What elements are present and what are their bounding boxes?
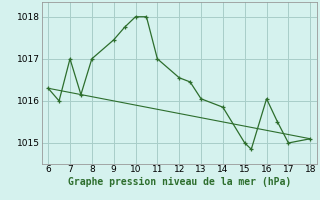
- X-axis label: Graphe pression niveau de la mer (hPa): Graphe pression niveau de la mer (hPa): [68, 177, 291, 187]
